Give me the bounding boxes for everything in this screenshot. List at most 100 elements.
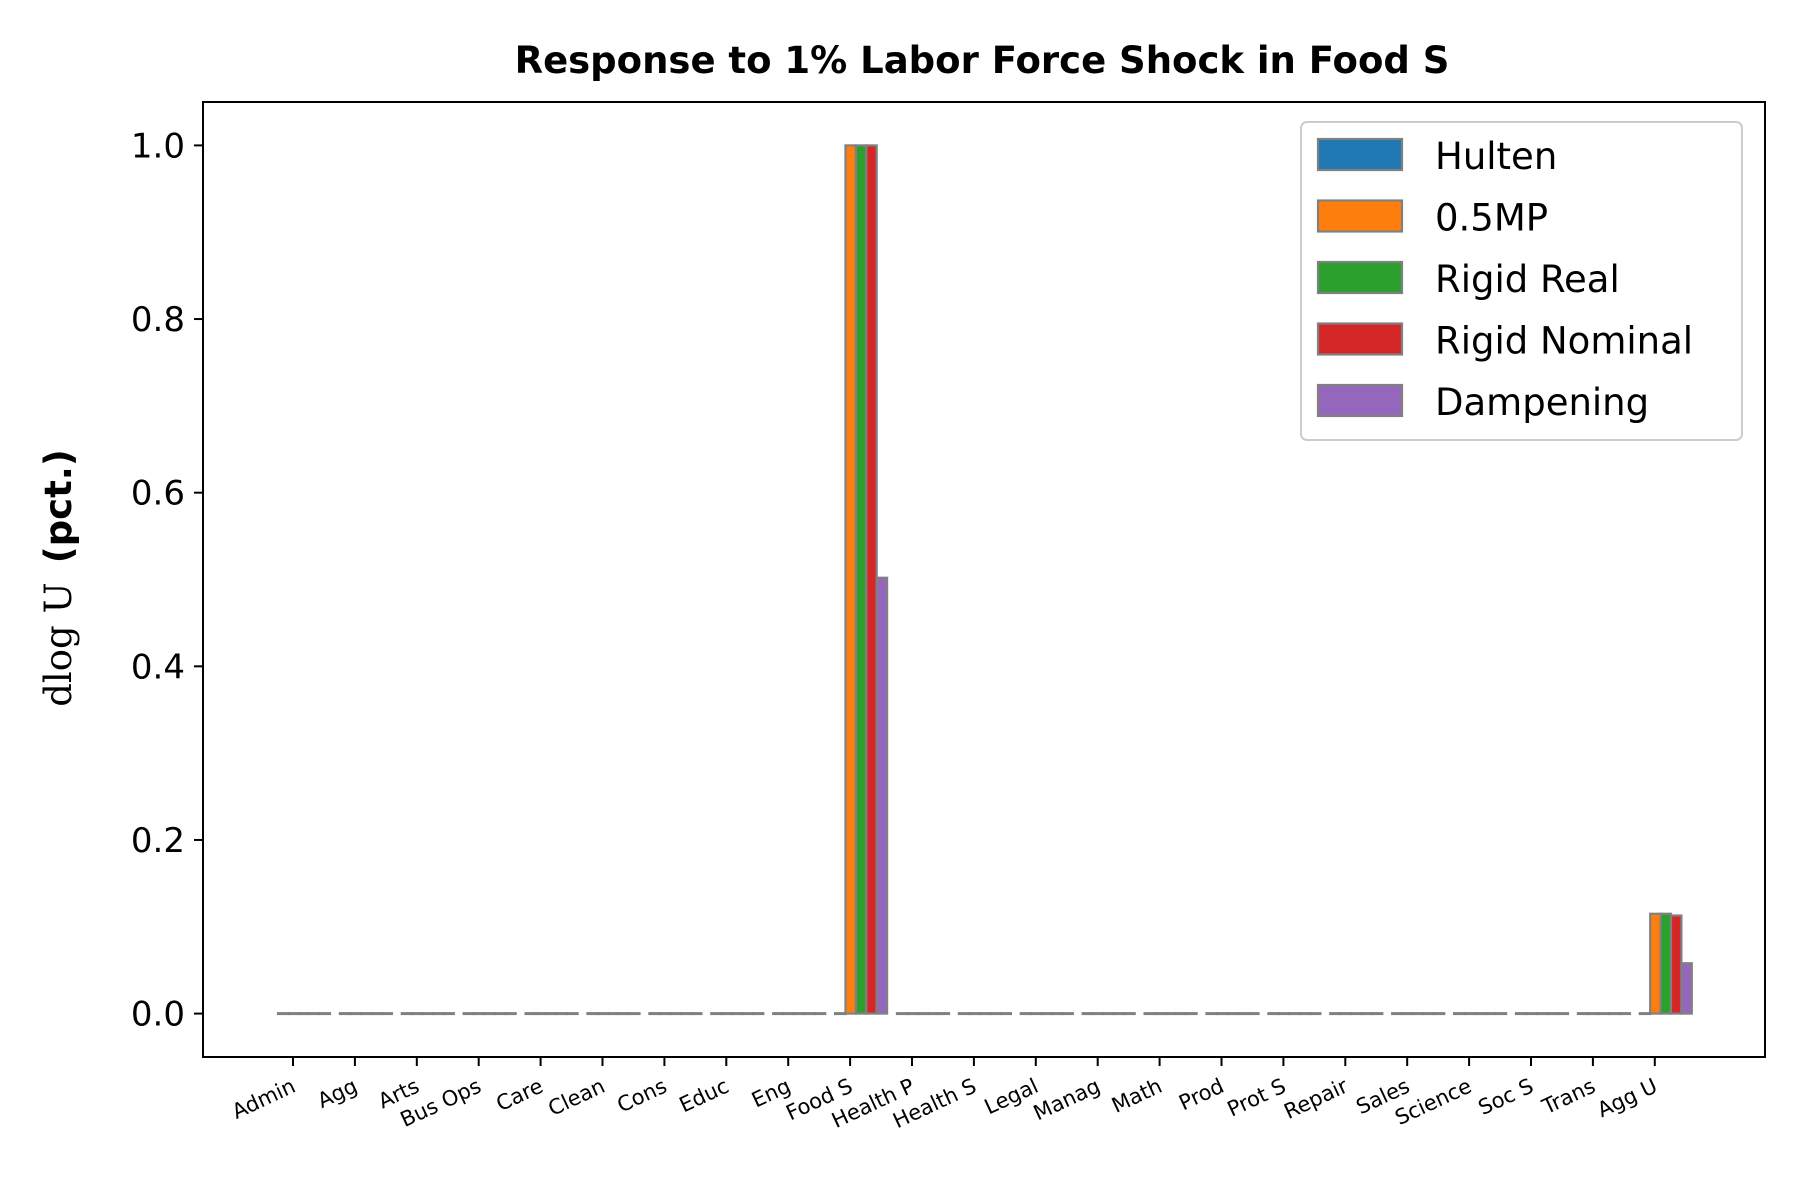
bar-dampening-admin: [318, 1012, 332, 1016]
bar-dampening-prod: [1246, 1012, 1260, 1016]
bar-hulten-manag: [1081, 1012, 1095, 1016]
bar-rigid-real-repair: [1349, 1012, 1363, 1016]
bar-rigid-real-bus-ops: [483, 1012, 496, 1016]
y-axis-label-unit: (pct.): [37, 449, 80, 563]
y-tick-label: 0.2: [131, 821, 185, 861]
plot-frame: [202, 101, 1766, 1058]
bar-dampening-educ: [751, 1012, 765, 1016]
bars-layer: [276, 144, 1693, 1016]
bar-rigid-nominal-educ: [741, 1012, 754, 1016]
bar-rigid-nominal-agg: [370, 1012, 383, 1016]
bar-rigid-real-prot-s: [1288, 1012, 1301, 1016]
bar-hulten-eng: [772, 1012, 785, 1016]
bar-dampening-care: [566, 1012, 579, 1016]
bar-rigid-nominal-clean: [617, 1012, 631, 1016]
bar-hulten-arts: [400, 1012, 414, 1016]
legend-label-hulten: Hulten: [1435, 135, 1557, 178]
bar-dampening-food-s: [875, 576, 889, 1015]
legend: Hulten 0.5MP Rigid Real Rigid Nominal Dampen…: [1300, 121, 1743, 441]
bar-rigid-nominal-care: [555, 1012, 569, 1016]
legend-label-dampening: Dampening: [1435, 381, 1649, 424]
bar-dampening-clean: [627, 1012, 641, 1016]
chart-title: Response to 1% Labor Force Shock in Food…: [515, 39, 1450, 82]
bar-hulten-sales: [1391, 1012, 1404, 1016]
bar-rigid-nominal-math: [1174, 1012, 1188, 1016]
legend-swatch-0-5mp: [1316, 199, 1404, 233]
bar-hulten-care: [524, 1012, 538, 1016]
bar-rigid-real-health-p: [916, 1012, 930, 1016]
bar-dampening-soc-s: [1556, 1012, 1570, 1016]
bar-0-5mp-science: [1463, 1012, 1476, 1016]
bar-dampening-legal: [1061, 1012, 1074, 1016]
legend-swatch-dampening: [1316, 383, 1404, 418]
legend-swatch-rigid-nominal: [1316, 322, 1404, 356]
bar-hulten-cons: [648, 1012, 661, 1016]
bar-dampening-eng: [813, 1012, 827, 1016]
bar-dampening-science: [1494, 1012, 1508, 1016]
bar-0-5mp-educ: [720, 1012, 734, 1016]
bar-0-5mp-math: [1153, 1012, 1167, 1016]
bar-rigid-real-arts: [421, 1012, 435, 1016]
bar-0-5mp-health-s: [968, 1012, 981, 1016]
bar-rigid-real-prod: [1226, 1012, 1239, 1016]
y-tick-label: 0.0: [131, 995, 185, 1035]
bar-rigid-real-trans: [1597, 1012, 1611, 1016]
bar-rigid-real-cons: [669, 1012, 682, 1016]
bar-0-5mp-soc-s: [1525, 1012, 1538, 1016]
bar-rigid-nominal-bus-ops: [493, 1012, 507, 1016]
bar-rigid-real-clean: [607, 1012, 620, 1016]
legend-label-rigid-real: Rigid Real: [1435, 258, 1620, 301]
y-tick-label: 0.8: [131, 300, 185, 340]
bar-0-5mp-trans: [1587, 1012, 1600, 1016]
bar-rigid-real-health-s: [978, 1012, 992, 1016]
bar-rigid-nominal-soc-s: [1546, 1012, 1559, 1016]
bar-rigid-real-care: [545, 1012, 558, 1016]
bar-0-5mp-repair: [1339, 1012, 1353, 1016]
bar-rigid-real-eng: [792, 1012, 806, 1016]
bar-rigid-nominal-sales: [1422, 1012, 1435, 1016]
bar-hulten-soc-s: [1514, 1012, 1528, 1016]
bar-dampening-prot-s: [1308, 1012, 1322, 1016]
bar-rigid-real-manag: [1102, 1012, 1115, 1016]
bar-rigid-nominal-food-s: [865, 144, 878, 1015]
bar-rigid-nominal-health-p: [927, 1012, 940, 1016]
bar-rigid-real-math: [1164, 1012, 1177, 1016]
bar-rigid-real-agg: [359, 1012, 373, 1016]
bar-hulten-agg-u: [1638, 1012, 1652, 1016]
y-tick-label: 0.4: [131, 647, 185, 687]
bar-0-5mp-admin: [287, 1012, 300, 1016]
bar-0-5mp-food-s: [844, 144, 857, 1015]
bar-rigid-real-admin: [297, 1012, 311, 1016]
bar-hulten-repair: [1329, 1012, 1342, 1016]
bar-rigid-nominal-legal: [1050, 1012, 1064, 1016]
svg-text:dlog U (pct.): dlog U (pct.): [37, 449, 80, 707]
bar-rigid-nominal-eng: [803, 1012, 816, 1016]
bar-rigid-nominal-trans: [1607, 1012, 1621, 1016]
y-axis-label-math: dlog U: [37, 582, 80, 706]
bar-dampening-repair: [1370, 1012, 1384, 1016]
bar-rigid-nominal-prod: [1236, 1012, 1250, 1016]
bar-0-5mp-care: [534, 1012, 548, 1016]
legend-label-0-5mp: 0.5MP: [1435, 197, 1548, 240]
bar-0-5mp-prod: [1215, 1012, 1229, 1016]
bar-rigid-nominal-repair: [1360, 1012, 1373, 1016]
y-tick-label: 0.6: [131, 474, 185, 514]
bar-rigid-nominal-prot-s: [1298, 1012, 1312, 1016]
bar-dampening-agg: [380, 1012, 393, 1016]
bar-0-5mp-prot-s: [1277, 1012, 1291, 1016]
bar-dampening-health-s: [999, 1012, 1012, 1016]
bar-dampening-sales: [1432, 1012, 1446, 1016]
bar-0-5mp-sales: [1401, 1012, 1415, 1016]
bar-hulten-prot-s: [1267, 1012, 1280, 1016]
bar-hulten-health-s: [957, 1012, 971, 1016]
bar-rigid-real-legal: [1040, 1012, 1054, 1016]
bar-0-5mp-clean: [596, 1012, 610, 1016]
bar-0-5mp-manag: [1091, 1012, 1105, 1016]
bar-rigid-nominal-cons: [679, 1012, 693, 1016]
y-tick-label: 1.0: [131, 126, 185, 166]
bar-hulten-math: [1143, 1012, 1157, 1016]
bar-dampening-trans: [1618, 1012, 1631, 1016]
bar-hulten-admin: [276, 1012, 290, 1016]
bar-0-5mp-eng: [782, 1012, 796, 1016]
bar-rigid-real-agg-u: [1659, 912, 1673, 1015]
